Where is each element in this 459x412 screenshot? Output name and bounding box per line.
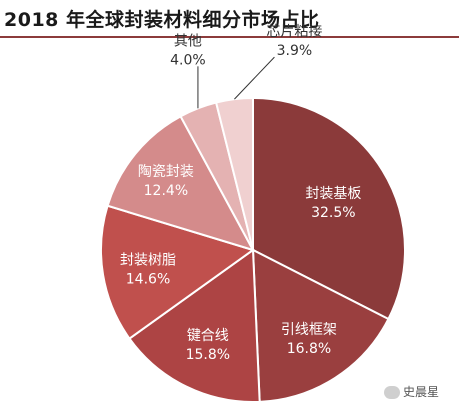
slice-value-label: 32.5% [311,205,355,221]
watermark: 史晨星 [384,383,439,400]
pie-slice [252,96,406,321]
slice-label: 其他 [174,33,202,49]
slice-value-label: 14.6% [126,271,170,287]
pie-slice [214,96,254,251]
slice-value-label: 16.8% [287,341,331,357]
slice-value-label: 12.4% [144,183,188,199]
pie-slice [106,114,256,252]
slice-label: 键合线 [187,328,229,344]
watermark-text: 史晨星 [403,385,440,399]
slice-value-label: 15.8% [186,347,230,363]
slice-label: 封装树脂 [120,252,176,268]
pie-slice [128,248,261,403]
wechat-icon [384,386,400,399]
slice-value-label: 3.9% [277,43,313,59]
title-bar: 2018 年全球封装材料细分市场占比 [0,0,459,38]
slice-label: 陶瓷封装 [138,164,194,180]
slice-value-label: 4.0% [170,52,206,68]
slice-label: 引线框架 [281,322,337,338]
pie-slice [251,248,390,403]
slice-label: 芯片粘接 [266,23,322,40]
slice-label: 封装基板 [305,185,361,202]
leader-line [234,56,275,100]
chart-title: 2018 年全球封装材料细分市场占比 [4,9,320,31]
